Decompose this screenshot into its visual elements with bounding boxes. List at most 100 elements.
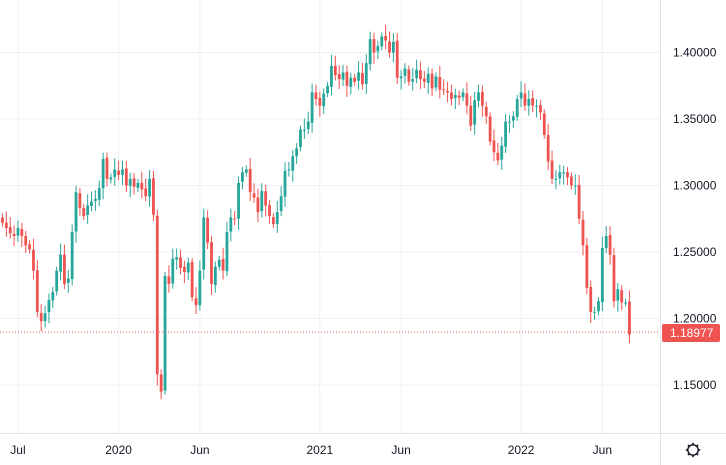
candle-body[interactable]: [600, 248, 604, 303]
candle-body[interactable]: [430, 73, 434, 89]
candle-body[interactable]: [539, 105, 542, 113]
candle-body[interactable]: [411, 79, 415, 82]
candle-body[interactable]: [101, 158, 105, 189]
candle-body[interactable]: [419, 70, 422, 80]
candle-body[interactable]: [144, 188, 148, 197]
candle-body[interactable]: [314, 92, 318, 100]
candle-body[interactable]: [422, 78, 426, 82]
candle-body[interactable]: [345, 71, 349, 86]
candle-body[interactable]: [620, 290, 624, 303]
candle-body[interactable]: [573, 185, 577, 187]
candle-body[interactable]: [484, 106, 488, 117]
candle-body[interactable]: [527, 99, 531, 106]
candle-body[interactable]: [248, 169, 252, 193]
candle-body[interactable]: [124, 168, 128, 186]
candle-body[interactable]: [221, 258, 225, 271]
candle-body[interactable]: [310, 92, 314, 123]
candle-body[interactable]: [47, 299, 51, 313]
candle-body[interactable]: [569, 176, 573, 186]
candle-body[interactable]: [109, 177, 113, 180]
candle-body[interactable]: [407, 69, 411, 82]
candle-body[interactable]: [186, 262, 190, 273]
candle-body[interactable]: [287, 169, 291, 171]
candle-body[interactable]: [155, 215, 159, 375]
candle-body[interactable]: [496, 152, 500, 161]
candle-body[interactable]: [480, 91, 484, 106]
candle-body[interactable]: [210, 242, 213, 284]
candle-body[interactable]: [500, 145, 504, 160]
candle-body[interactable]: [86, 205, 90, 216]
candle-body[interactable]: [442, 89, 446, 91]
candle-body[interactable]: [241, 172, 244, 182]
candle-body[interactable]: [74, 192, 78, 232]
candle-body[interactable]: [628, 301, 631, 335]
candle-body[interactable]: [508, 121, 511, 123]
candle-body[interactable]: [515, 99, 519, 117]
candle-body[interactable]: [233, 218, 237, 220]
candle-body[interactable]: [198, 270, 202, 306]
candle-body[interactable]: [283, 170, 287, 197]
candle-body[interactable]: [302, 129, 306, 131]
candle-body[interactable]: [426, 73, 430, 83]
candle-body[interactable]: [388, 41, 391, 53]
candle-body[interactable]: [295, 148, 299, 157]
candle-body[interactable]: [16, 228, 20, 236]
candle-body[interactable]: [473, 100, 477, 125]
candle-body[interactable]: [105, 157, 109, 179]
candle-body[interactable]: [272, 217, 275, 225]
candle-body[interactable]: [341, 72, 345, 80]
candle-body[interactable]: [535, 105, 538, 107]
candle-body[interactable]: [28, 244, 31, 250]
candle-body[interactable]: [306, 121, 310, 130]
candle-body[interactable]: [159, 374, 163, 392]
candle-body[interactable]: [252, 193, 256, 198]
candle-body[interactable]: [190, 262, 194, 298]
candle-body[interactable]: [322, 93, 326, 107]
candle-body[interactable]: [597, 301, 600, 312]
candle-body[interactable]: [589, 286, 593, 312]
candle-body[interactable]: [82, 208, 86, 217]
settings-button[interactable]: [685, 442, 701, 458]
candle-body[interactable]: [35, 270, 39, 312]
candle-body[interactable]: [70, 232, 74, 280]
candle-body[interactable]: [66, 278, 70, 283]
candle-body[interactable]: [380, 36, 384, 47]
candle-body[interactable]: [357, 72, 360, 81]
candle-body[interactable]: [577, 184, 581, 219]
candle-body[interactable]: [136, 182, 140, 188]
candle-body[interactable]: [244, 169, 248, 173]
candle-body[interactable]: [182, 266, 186, 272]
candle-body[interactable]: [461, 92, 465, 98]
candle-body[interactable]: [453, 95, 457, 98]
candle-body[interactable]: [511, 116, 515, 121]
candle-body[interactable]: [78, 193, 82, 209]
candle-body[interactable]: [93, 198, 97, 201]
candle-body[interactable]: [4, 222, 8, 229]
candle-body[interactable]: [391, 41, 395, 53]
candle-body[interactable]: [519, 92, 523, 99]
candle-body[interactable]: [457, 95, 461, 98]
candle-body[interactable]: [152, 178, 155, 215]
candle-body[interactable]: [523, 93, 527, 106]
candle-body[interactable]: [531, 97, 535, 106]
candle-body[interactable]: [24, 236, 28, 246]
candle-body[interactable]: [403, 68, 407, 76]
candle-body[interactable]: [364, 63, 368, 84]
gear-icon[interactable]: [687, 444, 699, 456]
candle-body[interactable]: [229, 217, 233, 232]
candle-body[interactable]: [438, 76, 442, 90]
candle-body[interactable]: [117, 170, 120, 175]
candle-body[interactable]: [562, 172, 566, 174]
candle-body[interactable]: [299, 129, 302, 148]
candle-body[interactable]: [566, 172, 569, 178]
candle-body[interactable]: [395, 40, 399, 78]
candle-body[interactable]: [32, 249, 35, 271]
candle-body[interactable]: [63, 254, 66, 284]
candle-body[interactable]: [175, 257, 179, 260]
candles[interactable]: [1, 24, 631, 400]
candle-body[interactable]: [612, 255, 616, 302]
candle-body[interactable]: [376, 45, 380, 52]
candle-body[interactable]: [624, 302, 627, 304]
candle-body[interactable]: [217, 259, 221, 267]
candle-body[interactable]: [477, 92, 480, 101]
